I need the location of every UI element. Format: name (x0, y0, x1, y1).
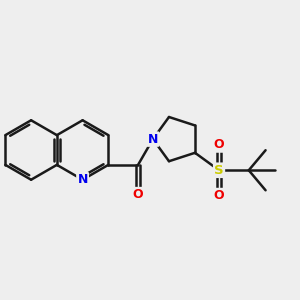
Text: N: N (77, 173, 88, 186)
Text: S: S (214, 164, 224, 177)
Text: O: O (133, 188, 143, 201)
Text: O: O (214, 139, 224, 152)
Text: N: N (148, 133, 158, 146)
Text: O: O (214, 189, 224, 202)
